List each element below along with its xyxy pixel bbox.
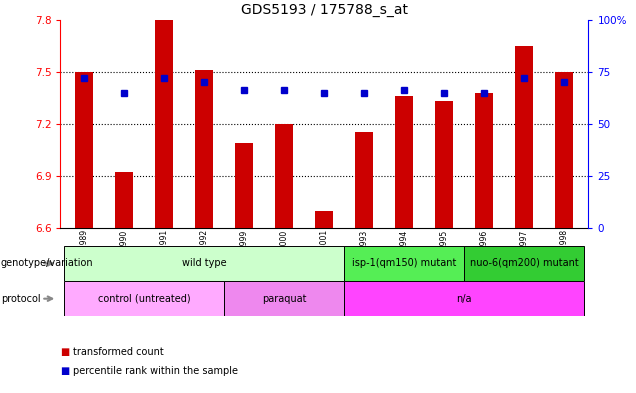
Bar: [155, 20, 174, 228]
Bar: [555, 72, 573, 228]
Text: nuo-6(qm200) mutant: nuo-6(qm200) mutant: [470, 258, 579, 268]
Text: ■: ■: [60, 366, 70, 376]
Text: paraquat: paraquat: [262, 294, 307, 304]
Bar: [275, 124, 293, 228]
Bar: [64, 281, 225, 316]
Bar: [515, 46, 534, 228]
Bar: [315, 211, 333, 228]
Text: n/a: n/a: [457, 294, 472, 304]
Bar: [344, 281, 584, 316]
Bar: [396, 96, 413, 228]
Text: wild type: wild type: [182, 258, 226, 268]
Text: transformed count: transformed count: [73, 347, 164, 357]
Bar: [356, 132, 373, 228]
Text: percentile rank within the sample: percentile rank within the sample: [73, 366, 238, 376]
Text: ■: ■: [60, 347, 70, 357]
Bar: [64, 246, 344, 281]
Text: isp-1(qm150) mutant: isp-1(qm150) mutant: [352, 258, 457, 268]
Text: genotype/variation: genotype/variation: [1, 258, 93, 268]
Bar: [76, 72, 93, 228]
Bar: [464, 246, 584, 281]
Bar: [475, 93, 494, 228]
Bar: [344, 246, 464, 281]
Title: GDS5193 / 175788_s_at: GDS5193 / 175788_s_at: [241, 3, 408, 17]
Bar: [435, 101, 453, 228]
Bar: [235, 143, 253, 228]
Bar: [115, 173, 134, 228]
Text: protocol: protocol: [1, 294, 40, 304]
Bar: [195, 70, 214, 228]
Text: control (untreated): control (untreated): [98, 294, 191, 304]
Bar: [225, 281, 344, 316]
